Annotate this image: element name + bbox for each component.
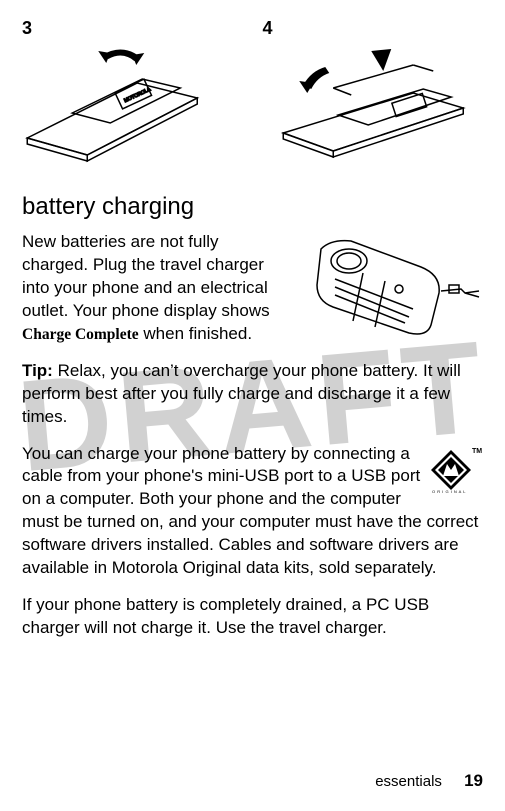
paragraph-tip: Tip: Relax, you can’t overcharge your ph… <box>22 360 483 429</box>
step-3: 3 MOTOROLA <box>22 18 243 163</box>
p1-text-a: New batteries are not fully charged. Plu… <box>22 232 270 320</box>
charge-complete-label: Charge Complete <box>22 326 139 343</box>
phone-charger-figure <box>293 231 483 341</box>
steps-row: 3 MOTOROLA <box>22 18 483 163</box>
svg-text:TM: TM <box>472 448 482 455</box>
p1-text-b: when finished. <box>139 324 252 343</box>
tip-body: Relax, you can’t overcharge your phone b… <box>22 361 461 426</box>
page-number: 19 <box>464 771 483 790</box>
step-4: 4 <box>263 18 484 163</box>
step-4-figure <box>263 43 484 163</box>
step-3-figure: MOTOROLA <box>22 43 243 163</box>
section-heading: battery charging <box>22 193 483 221</box>
paragraph-drained: If your phone battery is completely drai… <box>22 594 483 640</box>
step-3-number: 3 <box>22 18 243 39</box>
footer-section-name: essentials <box>375 773 442 790</box>
svg-text:O R I G I N A L: O R I G I N A L <box>432 489 466 494</box>
motorola-original-logo: TM MOTOROLA O R I G I N A L <box>428 445 483 495</box>
page-footer: essentials 19 <box>375 771 483 791</box>
step-4-number: 4 <box>263 18 484 39</box>
tip-label: Tip: <box>22 361 53 380</box>
paragraph-usb: You can charge your phone battery by con… <box>22 443 483 581</box>
